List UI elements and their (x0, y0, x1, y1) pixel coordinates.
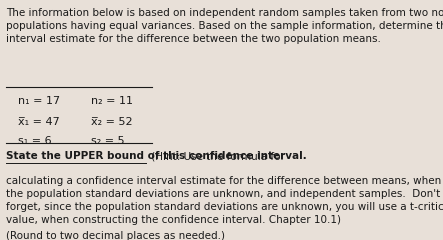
Text: (Hint: Use the formula for: (Hint: Use the formula for (148, 151, 285, 161)
Text: s₂ = 5: s₂ = 5 (91, 136, 125, 146)
Text: x̅₂ = 52: x̅₂ = 52 (91, 117, 133, 127)
Text: x̅₁ = 47: x̅₁ = 47 (19, 117, 60, 127)
Text: n₂ = 11: n₂ = 11 (91, 96, 133, 106)
Text: n₁ = 17: n₁ = 17 (19, 96, 61, 106)
Text: s₁ = 6: s₁ = 6 (19, 136, 52, 146)
Text: calculating a confidence interval estimate for the difference between means, whe: calculating a confidence interval estima… (6, 176, 443, 225)
Text: The information below is based on independent random samples taken from two norm: The information below is based on indepe… (6, 8, 443, 44)
Text: State the UPPER bound of this confidence interval.: State the UPPER bound of this confidence… (6, 151, 307, 161)
Text: (Round to two decimal places as needed.): (Round to two decimal places as needed.) (6, 231, 225, 240)
